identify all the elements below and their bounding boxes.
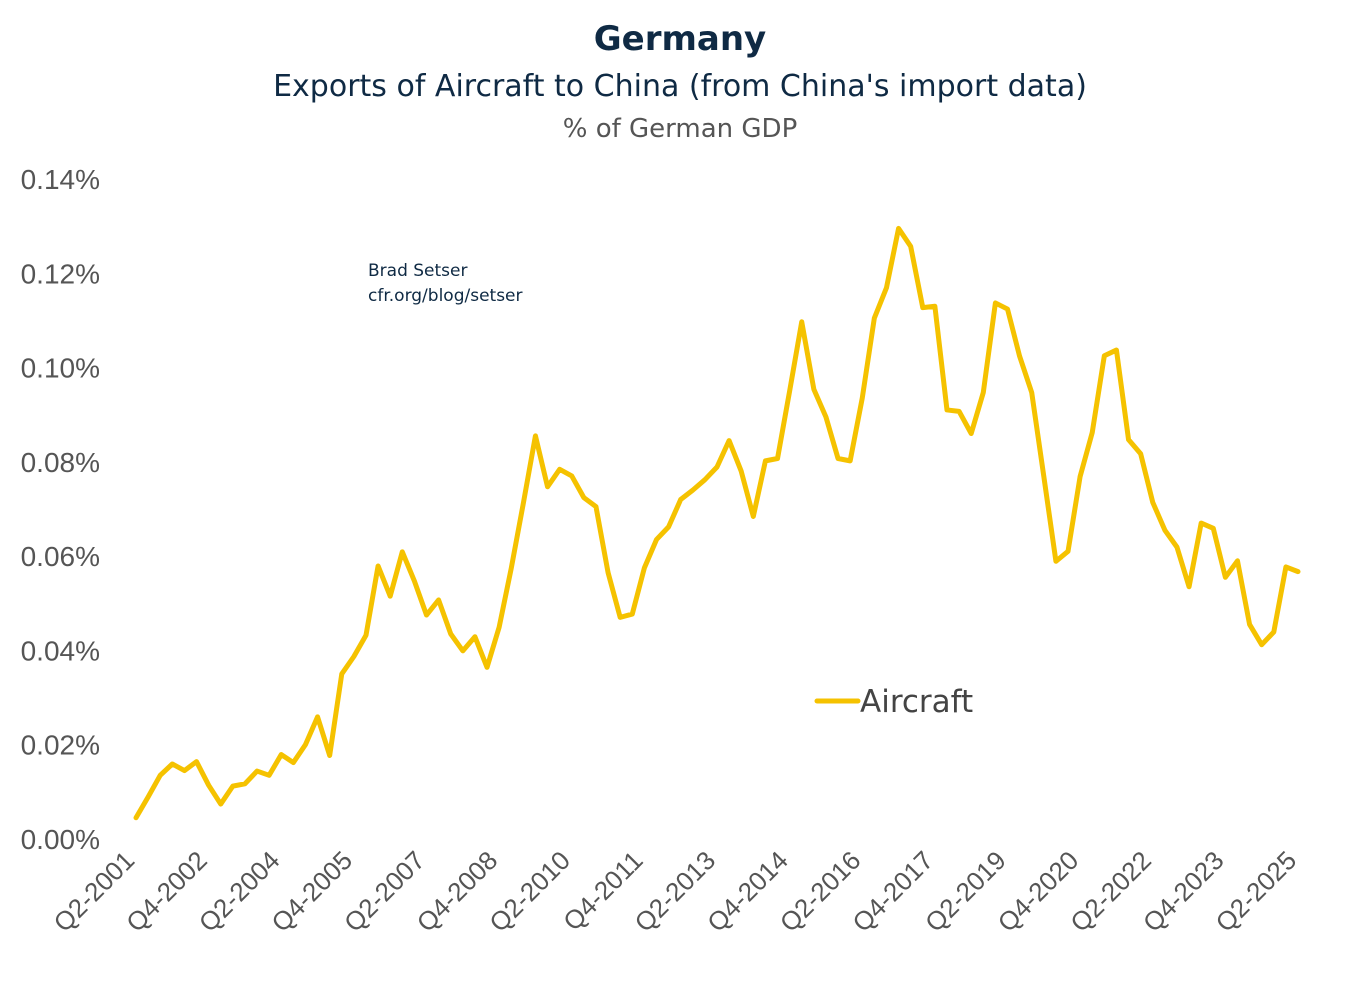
series-line-aircraft bbox=[133, 225, 1301, 821]
y-tick-label: 0.00% bbox=[21, 824, 100, 855]
y-axis-label: % of German GDP bbox=[563, 114, 798, 144]
y-tick-label: 0.12% bbox=[21, 258, 100, 289]
chart-title: Germany bbox=[594, 19, 766, 59]
credit-author: Brad Setser bbox=[368, 261, 468, 281]
y-tick-label: 0.02% bbox=[21, 730, 100, 761]
y-tick-label: 0.10% bbox=[21, 353, 100, 384]
chart-subtitle: Exports of Aircraft to China (from China… bbox=[273, 69, 1087, 104]
series-layer bbox=[133, 225, 1301, 821]
legend-label: Aircraft bbox=[860, 684, 973, 720]
y-tick-label: 0.06% bbox=[21, 541, 100, 572]
x-axis: Q2-2001Q4-2002Q2-2004Q4-2005Q2-2007Q4-20… bbox=[47, 845, 1302, 938]
x-tick-label: Q2-2010 bbox=[483, 845, 576, 938]
legend: Aircraft bbox=[814, 684, 973, 720]
y-tick-label: 0.08% bbox=[21, 447, 100, 478]
y-axis: 0.00% 0.02% 0.04% 0.06% 0.08% 0.10% 0.12% 0.14% bbox=[21, 164, 100, 855]
y-tick-label: 0.14% bbox=[21, 164, 100, 195]
credit-url: cfr.org/blog/setser bbox=[368, 286, 523, 306]
x-tick-label: Q2-2025 bbox=[1209, 845, 1302, 938]
y-tick-label: 0.04% bbox=[21, 635, 100, 666]
